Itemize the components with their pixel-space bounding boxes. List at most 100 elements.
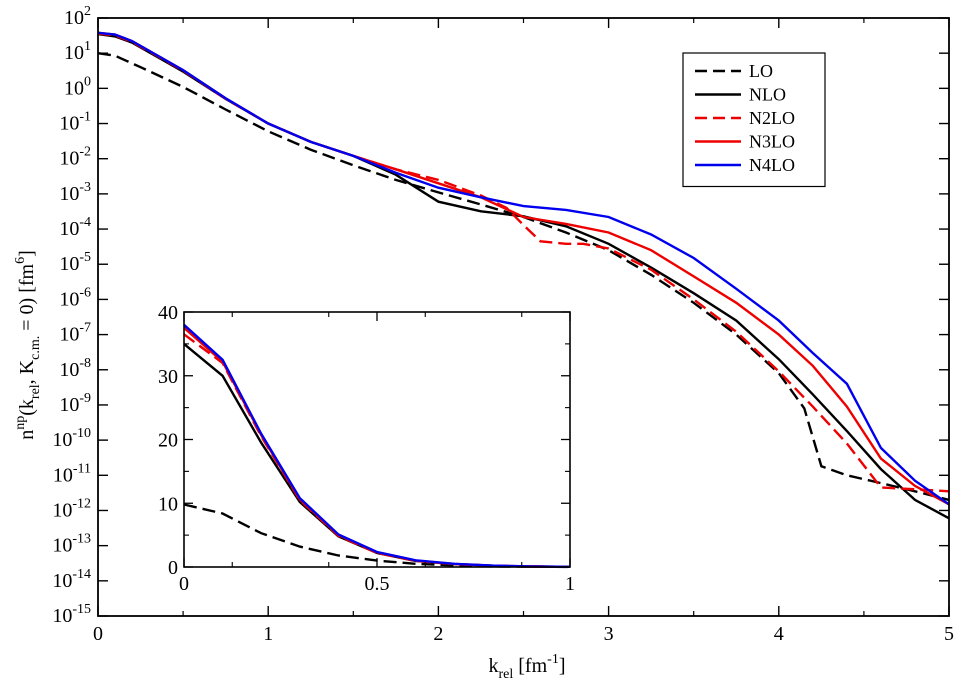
y-tick-label: 10-6 bbox=[59, 285, 91, 310]
inset-y-tick-label: 0 bbox=[168, 557, 178, 579]
y-tick-label: 10-10 bbox=[52, 426, 91, 451]
y-tick-exponent: 1 bbox=[84, 39, 91, 54]
legend-label-n4lo: N4LO bbox=[749, 155, 795, 175]
x-tick-label: 2 bbox=[433, 623, 443, 645]
x-tick-label: 4 bbox=[774, 623, 784, 645]
x-label-sup: -1 bbox=[547, 652, 559, 667]
y-tick-label: 100 bbox=[64, 74, 91, 99]
y-label-n: n bbox=[16, 430, 38, 440]
main-plot-frame bbox=[97, 17, 950, 617]
series-line-n4lo bbox=[97, 31, 950, 506]
inset-y-tick-label: 40 bbox=[158, 302, 178, 324]
y-tick-label: 10-11 bbox=[53, 461, 91, 486]
y-tick-base: 10 bbox=[59, 288, 79, 310]
legend: LO NLO N2LO N3LO N4LO bbox=[682, 52, 826, 188]
y-label-rel: rel bbox=[28, 384, 43, 399]
legend-label-n3lo: N3LO bbox=[749, 132, 795, 152]
y-label-six: 6 bbox=[13, 257, 28, 264]
inset-x-tick-label: 0.5 bbox=[365, 573, 390, 595]
x-tick-label: 3 bbox=[604, 623, 614, 645]
y-tick-base: 10 bbox=[52, 429, 72, 451]
legend-label-lo: LO bbox=[749, 61, 773, 81]
x-label-base: k bbox=[489, 655, 499, 677]
y-tick-label: 10-2 bbox=[59, 145, 91, 170]
main-plot: 0 1 2 3 4 510-1510-1410-1310-1210-1110-1010-9… bbox=[13, 4, 954, 681]
inset-x-tick-label: 0 bbox=[179, 573, 189, 595]
series-line-lo bbox=[97, 52, 950, 502]
y-tick-exponent: -7 bbox=[79, 321, 91, 336]
y-tick-label: 10-13 bbox=[52, 532, 91, 557]
legend-label-nlo: NLO bbox=[749, 85, 786, 105]
x-tick-label: 0 bbox=[93, 623, 103, 645]
x-axis-label: krel [fm-1] bbox=[489, 652, 566, 681]
y-tick-base: 10 bbox=[64, 77, 84, 99]
x-label-end: ] bbox=[559, 655, 566, 677]
y-tick-base: 10 bbox=[59, 394, 79, 416]
y-tick-base: 10 bbox=[52, 605, 72, 627]
x-label-rest: [fm bbox=[513, 655, 547, 677]
y-label-eq: = 0) [fm bbox=[16, 263, 38, 335]
main-tick-labels: 0 1 2 3 4 510-1510-1410-1310-1210-1110-1010-9… bbox=[52, 4, 954, 645]
y-tick-exponent: 0 bbox=[84, 74, 91, 89]
y-tick-label: 10-8 bbox=[59, 356, 91, 381]
y-tick-exponent: -13 bbox=[72, 532, 91, 547]
inset-y-tick-label: 20 bbox=[158, 430, 178, 452]
inset-y-tick-label: 10 bbox=[158, 493, 178, 515]
y-label-k: (k bbox=[16, 399, 38, 416]
y-tick-label: 10-5 bbox=[59, 250, 91, 275]
x-label-sub: rel bbox=[499, 667, 514, 681]
y-tick-exponent: 2 bbox=[84, 4, 91, 19]
inset-y-tick-label: 30 bbox=[158, 366, 178, 388]
y-tick-base: 10 bbox=[59, 218, 79, 240]
y-tick-label: 10-1 bbox=[59, 110, 91, 135]
y-tick-base: 10 bbox=[59, 324, 79, 346]
y-axis-label: nnp(krel, Kc.m. = 0) [fm6] bbox=[13, 250, 43, 440]
y-tick-exponent: -8 bbox=[79, 356, 91, 371]
y-tick-base: 10 bbox=[59, 359, 79, 381]
y-tick-exponent: -6 bbox=[79, 285, 91, 300]
y-tick-label: 102 bbox=[64, 4, 91, 29]
legend-label-n2lo: N2LO bbox=[749, 108, 795, 128]
y-tick-exponent: -1 bbox=[79, 110, 91, 125]
y-tick-base: 10 bbox=[59, 113, 79, 135]
y-tick-exponent: -10 bbox=[72, 426, 91, 441]
inset-background bbox=[184, 312, 570, 567]
y-tick-exponent: -9 bbox=[79, 391, 91, 406]
inset-x-tick-label: 1 bbox=[565, 573, 575, 595]
y-tick-label: 10-3 bbox=[59, 180, 91, 205]
y-tick-exponent: -5 bbox=[79, 250, 91, 265]
y-tick-exponent: -2 bbox=[79, 145, 91, 160]
inset-plot-frame bbox=[183, 311, 571, 568]
x-tick-label: 5 bbox=[944, 623, 954, 645]
main-axis-ticks bbox=[97, 17, 950, 617]
inset-series-line-n4lo bbox=[183, 323, 571, 568]
y-label-end: ] bbox=[16, 250, 38, 257]
y-tick-base: 10 bbox=[52, 535, 72, 557]
y-tick-label: 10-4 bbox=[59, 215, 91, 240]
y-tick-exponent: -12 bbox=[72, 496, 91, 511]
y-tick-label: 101 bbox=[64, 39, 91, 64]
y-tick-label: 10-9 bbox=[59, 391, 91, 416]
y-tick-base: 10 bbox=[64, 42, 84, 64]
y-tick-label: 10-7 bbox=[59, 321, 91, 346]
x-tick-label: 1 bbox=[263, 623, 273, 645]
y-tick-exponent: -4 bbox=[79, 215, 91, 230]
y-label-K: , K bbox=[16, 359, 38, 384]
y-tick-base: 10 bbox=[64, 7, 84, 29]
y-tick-base: 10 bbox=[59, 253, 79, 275]
y-label-np: np bbox=[13, 416, 28, 430]
y-tick-exponent: -11 bbox=[73, 461, 91, 476]
y-tick-base: 10 bbox=[59, 148, 79, 170]
y-tick-base: 10 bbox=[52, 499, 72, 521]
y-tick-exponent: -14 bbox=[72, 567, 91, 582]
y-tick-base: 10 bbox=[59, 183, 79, 205]
y-tick-exponent: -15 bbox=[72, 602, 91, 617]
y-tick-base: 10 bbox=[53, 464, 73, 486]
main-series-lines bbox=[97, 31, 950, 520]
y-tick-label: 10-15 bbox=[52, 602, 91, 627]
y-tick-exponent: -3 bbox=[79, 180, 91, 195]
y-tick-label: 10-12 bbox=[52, 496, 91, 521]
